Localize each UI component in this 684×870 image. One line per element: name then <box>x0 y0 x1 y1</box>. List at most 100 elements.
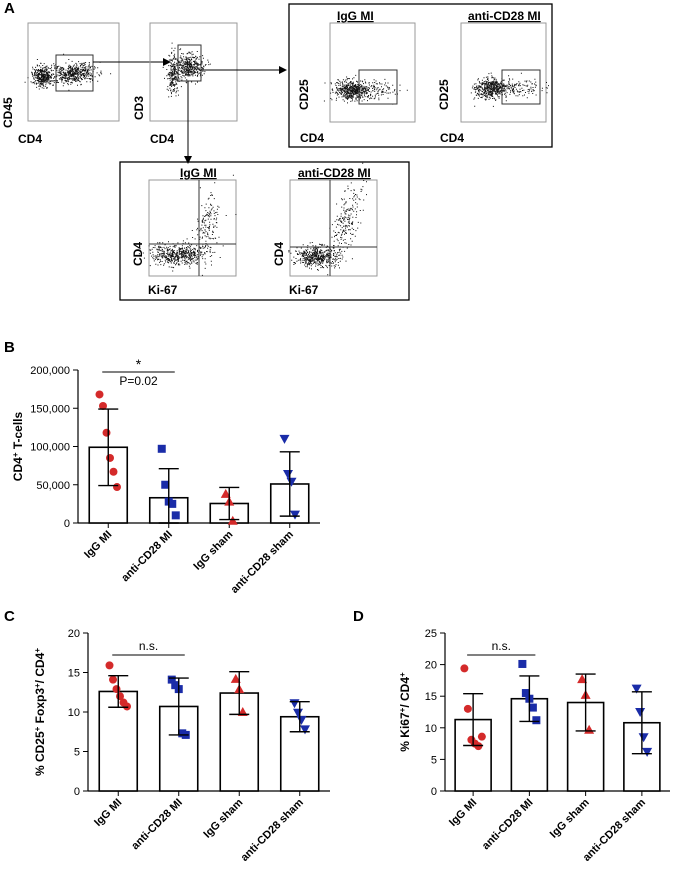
flow-gate <box>55 54 94 92</box>
flow-event-cloud <box>470 72 549 107</box>
data-point <box>113 483 121 492</box>
data-point <box>109 675 117 684</box>
y-tick-label: 15 <box>68 668 80 680</box>
y-axis-label: CD4+ T-cells <box>11 411 26 481</box>
data-point <box>518 659 527 668</box>
flow-group-ki67: IgG MI anti-CD28 MI CD4 Ki-67 CD4 Ki-67 <box>119 161 410 301</box>
flow-event-cloud <box>323 74 408 105</box>
flow-x-label: CD4 <box>18 132 42 146</box>
bar-chart-cd4-tcells: 0 50,000 100,000 150,000 200,000 CD4+ T-cells… <box>11 356 320 596</box>
y-tick-label: 20 <box>68 628 80 640</box>
flow-events <box>323 76 375 104</box>
y-tick-label: 50,000 <box>36 480 70 492</box>
y-tick-label: 150,000 <box>30 403 70 415</box>
flow-x-label: CD4 <box>440 131 464 145</box>
x-tick-label: IgG sham <box>548 796 592 840</box>
data-point <box>289 699 300 709</box>
x-tick-label: anti-CD28 sham <box>581 796 648 863</box>
data-point <box>638 733 649 743</box>
flow-y-label: CD4 <box>131 242 145 266</box>
y-tick-label: 5 <box>74 747 80 759</box>
flow-plot-frame <box>148 179 237 277</box>
data-point <box>463 704 472 713</box>
data-point <box>102 428 111 437</box>
y-tick-label: 0 <box>74 786 80 798</box>
flow-title: anti-CD28 MI <box>298 166 371 180</box>
flow-event-cloud <box>24 53 112 91</box>
p-value: P=0.02 <box>119 374 158 388</box>
data-point <box>230 673 241 683</box>
flow-events <box>164 42 182 98</box>
x-tick-label: IgG MI <box>447 797 479 829</box>
flow-gate <box>177 44 202 82</box>
x-tick-label: IgG MI <box>82 529 114 561</box>
flow-events <box>330 74 408 105</box>
flow-y-label: CD25 <box>297 79 311 110</box>
panel-label-d: D <box>353 608 364 625</box>
data-point <box>532 716 541 725</box>
flow-events <box>288 242 343 271</box>
data-point <box>635 708 646 717</box>
y-tick-label: 5 <box>431 754 437 766</box>
data-point <box>286 477 297 487</box>
y-tick-label: 10 <box>68 707 80 719</box>
data-point <box>296 715 307 725</box>
y-tick-label: 15 <box>425 691 437 703</box>
x-tick-label: anti-CD28 MI <box>129 797 185 853</box>
flow-event-cloud <box>138 174 237 276</box>
bar <box>158 705 199 792</box>
data-point <box>293 708 303 718</box>
y-tick-label: 20 <box>425 660 437 672</box>
panel-label-a: A <box>4 0 15 17</box>
flow-plot-frame <box>289 179 378 277</box>
flow-panel-a: CD45 CD4 CD3 CD4 IgG MI anti-CD28 MI CD2… <box>1 3 553 301</box>
x-tick-label: anti-CD28 MI <box>119 529 175 585</box>
bar <box>454 718 492 792</box>
data-point <box>283 470 293 480</box>
flow-plot-frame <box>27 22 120 122</box>
flow-x-label: Ki-67 <box>289 283 319 297</box>
data-point <box>528 703 537 712</box>
data-point <box>577 674 588 684</box>
flow-gate <box>358 69 398 105</box>
flow-events <box>470 72 549 102</box>
flow-event-cloud <box>288 162 367 276</box>
data-point <box>95 390 104 399</box>
flow-group-cd25: IgG MI anti-CD28 MI CD25 CD4 CD25 CD4 <box>288 3 553 148</box>
data-point <box>161 480 170 489</box>
y-tick-label: 0 <box>431 786 437 798</box>
flow-plot-cd3-cd4: CD3 CD4 <box>132 22 238 146</box>
significance-label: n.s. <box>139 639 158 653</box>
panel-label-c: C <box>4 608 15 625</box>
x-tick-label: anti-CD28 sham <box>239 796 306 863</box>
flow-y-label: CD4 <box>272 242 286 266</box>
y-tick-label: 100,000 <box>30 442 70 454</box>
x-tick-label: IgG sham <box>191 528 235 572</box>
data-point <box>106 453 114 462</box>
data-point <box>157 444 166 453</box>
panel-label-b: B <box>4 339 15 356</box>
flow-title: anti-CD28 MI <box>468 9 541 23</box>
data-point <box>220 488 231 498</box>
y-axis-label: % Ki67+/ CD4+ <box>398 672 413 752</box>
flow-events <box>138 238 224 272</box>
group-frame <box>119 161 410 301</box>
data-point <box>631 684 642 694</box>
flow-title: IgG MI <box>180 166 217 180</box>
flow-y-label: CD45 <box>1 97 15 128</box>
flow-y-label: CD25 <box>437 79 451 110</box>
flow-plot-cd45-cd4: CD45 CD4 <box>1 22 120 146</box>
significance-label: n.s. <box>492 639 511 653</box>
y-tick-label: 200,000 <box>30 365 70 377</box>
data-point <box>290 510 300 520</box>
data-point <box>477 732 486 741</box>
flow-plot-frame <box>149 22 238 122</box>
data-point <box>168 499 177 508</box>
data-point <box>300 725 310 735</box>
data-point <box>521 689 530 698</box>
data-point <box>171 511 180 520</box>
flow-event-cloud <box>162 42 211 98</box>
flow-x-label: CD4 <box>300 131 324 145</box>
